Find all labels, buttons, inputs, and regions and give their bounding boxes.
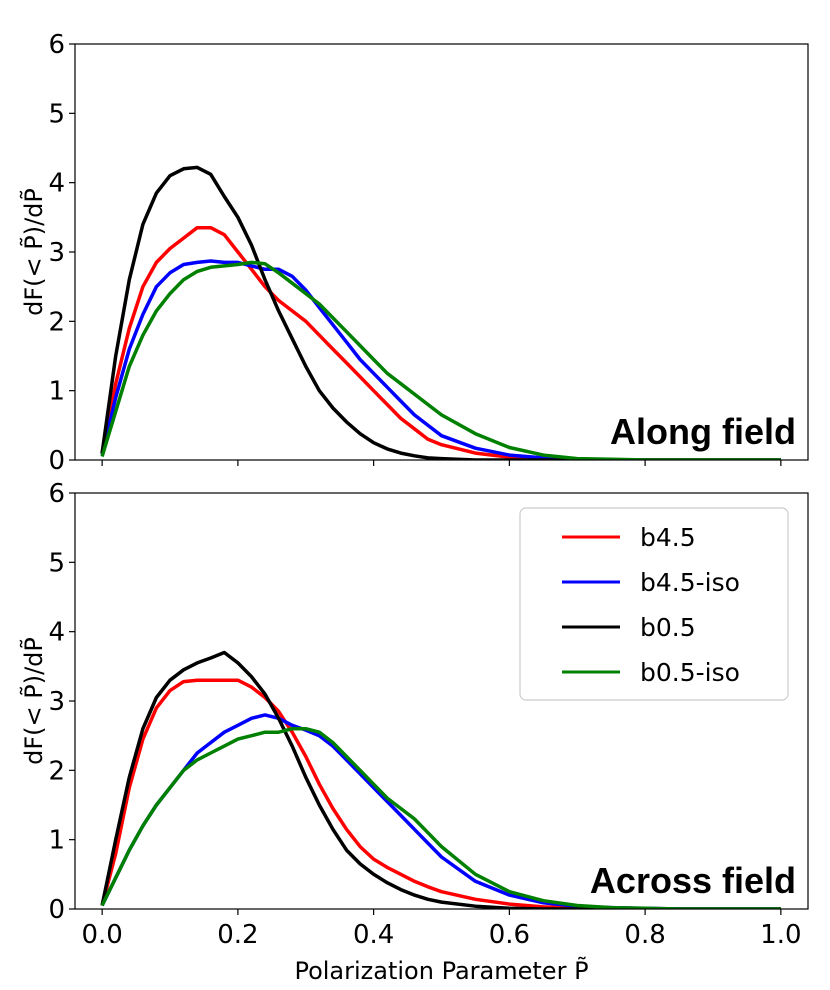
y-tick-label: 5 — [48, 99, 65, 129]
plot-frame — [74, 492, 809, 910]
x-tick-label: 0.0 — [81, 920, 122, 950]
legend-label: b4.5-iso — [640, 568, 740, 597]
y-tick-label: 6 — [48, 30, 65, 60]
legend-label: b0.5-iso — [640, 658, 740, 687]
series-line-b4.5 — [100, 225, 781, 460]
x-tick-label: 0.6 — [489, 920, 530, 950]
legend: b4.5 b4.5-iso b0.5 b0.5-iso — [519, 507, 789, 701]
x-tick-label: 0.2 — [217, 920, 258, 950]
y-tick-label: 4 — [48, 618, 65, 648]
series-line-b0.5-iso — [100, 726, 781, 909]
panel-label: Along field — [610, 411, 796, 452]
y-axis-title: dF(< P̃)/dP̃ — [20, 637, 48, 765]
panel-along-field: 0 1 2 3 4 5 6 dF(< P̃)/dP̃ Along field — [20, 30, 809, 476]
legend-label: b0.5 — [640, 613, 696, 642]
x-axis-title: Polarization Parameter P̃ — [294, 957, 588, 985]
y-tick-label: 2 — [48, 307, 65, 337]
plot-frame — [74, 43, 809, 461]
x-tick-label: 0.8 — [624, 920, 665, 950]
y-axis-title: dF(< P̃)/dP̃ — [20, 188, 48, 316]
y-tick-label: 6 — [48, 479, 65, 509]
y-tick-label: 4 — [48, 169, 65, 199]
series-line-b0.5 — [100, 165, 781, 460]
y-tick-label: 1 — [48, 826, 65, 856]
panel-across-field: 0.0 0.2 0.4 0.6 0.8 1.0 0 1 2 3 4 5 6 dF(< P̃)/dP̃ Acr… — [20, 479, 809, 985]
panel-label: Across field — [590, 860, 796, 901]
y-tick-label: 0 — [48, 895, 65, 925]
y-tick-label: 1 — [48, 377, 65, 407]
x-tick-label: 0.4 — [353, 920, 394, 950]
y-tick-label: 5 — [48, 548, 65, 578]
y-tick-label: 0 — [48, 446, 65, 476]
legend-label: b4.5 — [640, 523, 696, 552]
legend-box — [519, 507, 789, 701]
y-tick-label: 3 — [48, 238, 65, 268]
series-line-b0.5-iso — [100, 260, 781, 460]
x-tick-label: 1.0 — [760, 920, 801, 950]
y-tick-label: 3 — [48, 687, 65, 717]
y-tick-label: 2 — [48, 756, 65, 786]
series-line-b0.5 — [100, 650, 781, 909]
